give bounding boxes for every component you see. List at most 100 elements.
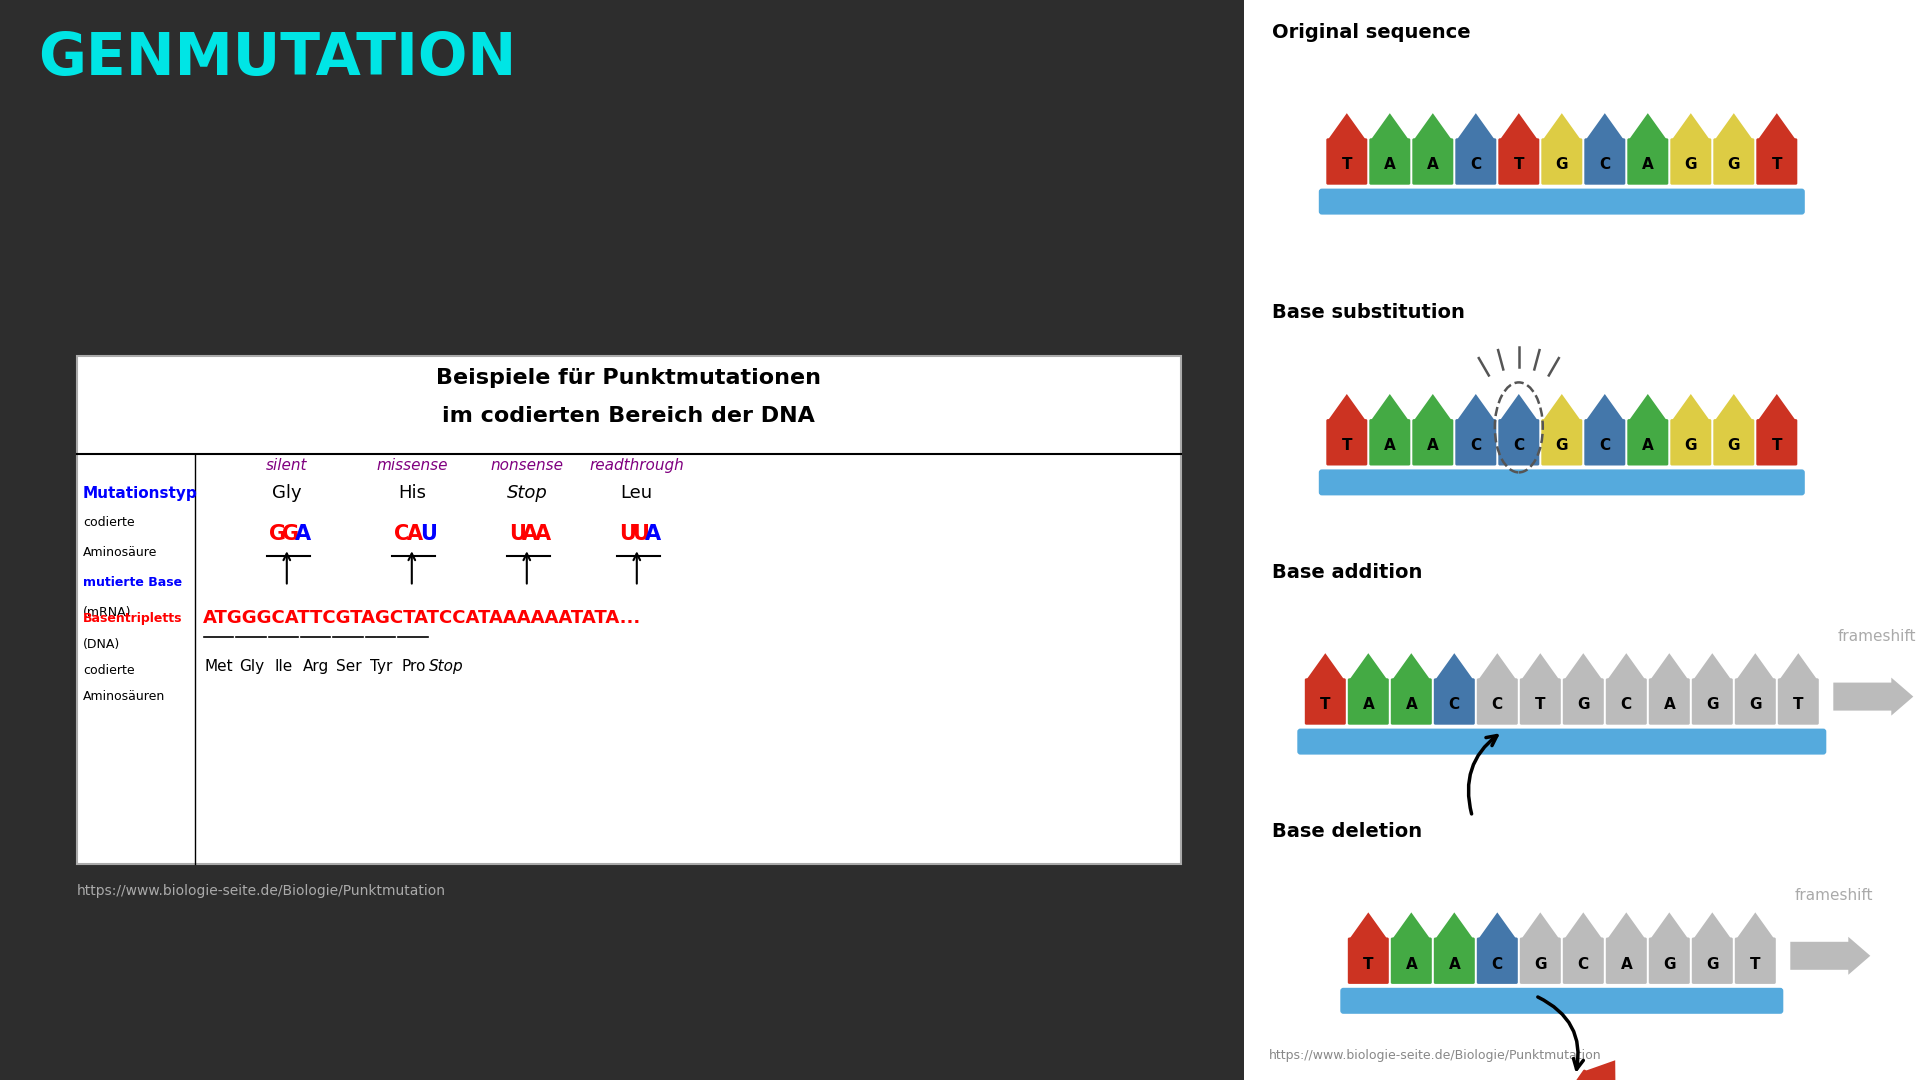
Polygon shape <box>1672 394 1711 420</box>
FancyBboxPatch shape <box>1327 419 1367 465</box>
Text: https://www.biologie-seite.de/Biologie/Punktmutation: https://www.biologie-seite.de/Biologie/P… <box>1269 1049 1601 1062</box>
FancyBboxPatch shape <box>1605 678 1647 725</box>
Text: C: C <box>1492 957 1503 972</box>
Text: A: A <box>1384 438 1396 454</box>
Text: A: A <box>1427 438 1438 454</box>
Text: silent: silent <box>267 458 307 473</box>
FancyBboxPatch shape <box>1319 470 1805 496</box>
Text: G: G <box>1534 957 1546 972</box>
Polygon shape <box>1565 913 1603 939</box>
Polygon shape <box>1736 913 1774 939</box>
Text: Leu: Leu <box>620 485 653 502</box>
FancyBboxPatch shape <box>1319 189 1805 215</box>
Text: G: G <box>1555 438 1569 454</box>
FancyBboxPatch shape <box>1692 678 1734 725</box>
FancyBboxPatch shape <box>1298 729 1826 755</box>
Polygon shape <box>1413 113 1452 139</box>
Text: T: T <box>1772 438 1782 454</box>
Text: A: A <box>1405 957 1417 972</box>
Text: Beispiele für Punktmutationen: Beispiele für Punktmutationen <box>436 368 822 389</box>
Text: A: A <box>645 525 660 544</box>
Text: C: C <box>1599 438 1611 454</box>
Polygon shape <box>1329 394 1365 420</box>
Text: C: C <box>1471 158 1482 173</box>
Text: C: C <box>1599 158 1611 173</box>
Polygon shape <box>1521 653 1559 679</box>
Polygon shape <box>1392 913 1430 939</box>
Polygon shape <box>1371 394 1409 420</box>
Bar <box>1244 0 1920 1080</box>
Text: T: T <box>1342 158 1352 173</box>
FancyBboxPatch shape <box>1476 937 1519 984</box>
Polygon shape <box>1500 113 1538 139</box>
Polygon shape <box>1413 394 1452 420</box>
FancyBboxPatch shape <box>1390 937 1432 984</box>
Text: A: A <box>407 525 424 544</box>
FancyBboxPatch shape <box>1369 138 1411 185</box>
FancyBboxPatch shape <box>1670 419 1711 465</box>
Text: mutierte Base: mutierte Base <box>83 577 182 590</box>
Polygon shape <box>1628 394 1667 420</box>
FancyBboxPatch shape <box>1628 419 1668 465</box>
Polygon shape <box>1350 653 1388 679</box>
FancyBboxPatch shape <box>1369 419 1411 465</box>
Text: A: A <box>1663 698 1674 713</box>
Text: G: G <box>1684 158 1697 173</box>
Text: C: C <box>1578 957 1590 972</box>
Text: Aminosäuren: Aminosäuren <box>83 690 165 703</box>
FancyBboxPatch shape <box>1736 937 1776 984</box>
Polygon shape <box>1759 113 1795 139</box>
FancyBboxPatch shape <box>1327 138 1367 185</box>
Text: G: G <box>282 525 300 544</box>
Polygon shape <box>1544 394 1580 420</box>
Text: A: A <box>1405 698 1417 713</box>
FancyBboxPatch shape <box>1521 678 1561 725</box>
Polygon shape <box>1586 394 1624 420</box>
Text: G: G <box>1684 438 1697 454</box>
Text: frameshift: frameshift <box>1837 629 1916 644</box>
FancyBboxPatch shape <box>1498 419 1540 465</box>
Polygon shape <box>1392 653 1430 679</box>
Text: readthrough: readthrough <box>589 458 684 473</box>
Polygon shape <box>1478 653 1517 679</box>
Polygon shape <box>1521 913 1559 939</box>
FancyBboxPatch shape <box>1563 678 1603 725</box>
Polygon shape <box>1544 113 1580 139</box>
FancyBboxPatch shape <box>1692 937 1734 984</box>
Polygon shape <box>1350 913 1388 939</box>
Polygon shape <box>1565 653 1603 679</box>
Text: A: A <box>1620 957 1632 972</box>
Text: C: C <box>1471 438 1482 454</box>
Text: C: C <box>1450 698 1459 713</box>
Text: A: A <box>1427 158 1438 173</box>
FancyBboxPatch shape <box>1498 138 1540 185</box>
Text: A: A <box>296 525 311 544</box>
FancyBboxPatch shape <box>1340 988 1784 1014</box>
FancyBboxPatch shape <box>1455 419 1496 465</box>
Text: Aminosäure: Aminosäure <box>83 546 157 559</box>
Bar <box>77 356 1181 864</box>
Text: G: G <box>1576 698 1590 713</box>
FancyBboxPatch shape <box>1455 138 1496 185</box>
Text: G: G <box>1728 438 1740 454</box>
FancyBboxPatch shape <box>1434 678 1475 725</box>
Polygon shape <box>1500 394 1538 420</box>
Text: G: G <box>1749 698 1761 713</box>
Text: A: A <box>1642 158 1653 173</box>
Text: Tyr: Tyr <box>371 660 392 674</box>
Text: Gly: Gly <box>238 660 263 674</box>
Polygon shape <box>1457 394 1496 420</box>
Text: Arg: Arg <box>303 660 330 674</box>
Text: Base substitution: Base substitution <box>1273 303 1465 323</box>
Polygon shape <box>1306 653 1344 679</box>
FancyBboxPatch shape <box>1542 138 1582 185</box>
Text: T: T <box>1772 158 1782 173</box>
Polygon shape <box>1371 113 1409 139</box>
Polygon shape <box>1715 113 1753 139</box>
Text: G: G <box>1555 158 1569 173</box>
FancyBboxPatch shape <box>1713 419 1755 465</box>
FancyBboxPatch shape <box>1649 678 1690 725</box>
FancyBboxPatch shape <box>1736 678 1776 725</box>
Text: A: A <box>522 525 538 544</box>
FancyBboxPatch shape <box>1348 678 1388 725</box>
